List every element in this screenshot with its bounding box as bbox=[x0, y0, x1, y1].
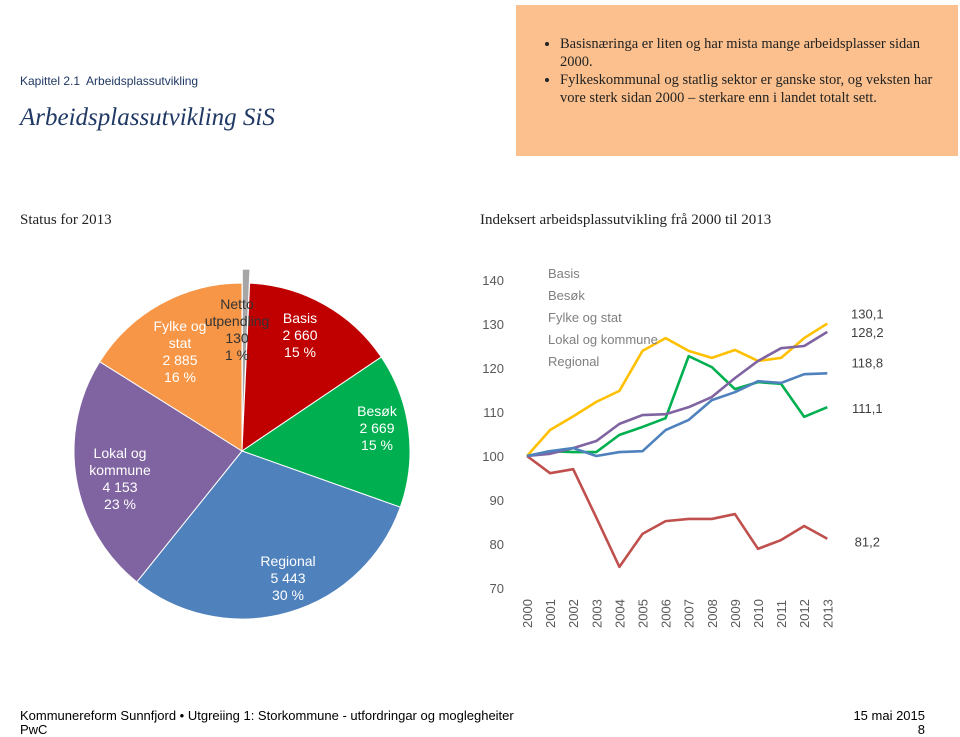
y-tick-label: 130 bbox=[482, 317, 504, 332]
legend-label: Regional bbox=[548, 354, 599, 369]
bullet: Fylkeskommunal og statlig sektor er gans… bbox=[560, 71, 940, 107]
slice-value: 5 443 bbox=[270, 570, 306, 586]
legend-label: Besøk bbox=[548, 288, 585, 303]
x-tick-label: 2007 bbox=[682, 599, 697, 628]
footer-brand: PwC bbox=[20, 722, 48, 737]
slice-name: Fylke og stat bbox=[153, 318, 207, 351]
y-tick-label: 100 bbox=[482, 449, 504, 464]
y-tick-label: 80 bbox=[490, 537, 504, 552]
x-tick-label: 2002 bbox=[566, 599, 581, 628]
pie-slice bbox=[241, 282, 382, 452]
series-line bbox=[526, 454, 828, 569]
line-title: Indeksert arbeidsplassutvikling frå 2000… bbox=[480, 212, 772, 228]
legend-label: Basis bbox=[548, 266, 580, 281]
slice-value: 2 669 bbox=[359, 420, 395, 436]
slice-label: Lokal og kommune 4 153 23 % bbox=[85, 445, 155, 513]
slice-name: Regional bbox=[260, 553, 316, 569]
pie-slice bbox=[99, 282, 243, 452]
pie-title: Status for 2013 bbox=[20, 212, 112, 228]
x-tick-label: 2005 bbox=[636, 599, 651, 628]
slice-name: Basis bbox=[282, 310, 318, 326]
pie-slice bbox=[136, 450, 401, 620]
slice-percent: 16 % bbox=[164, 369, 196, 385]
slice-value: 130 bbox=[225, 330, 249, 346]
bullet-list: Basisnæringa er liten og har mista mange… bbox=[542, 35, 940, 107]
y-tick-label: 70 bbox=[490, 581, 504, 596]
series-line bbox=[526, 371, 828, 458]
x-tick-label: 2006 bbox=[659, 599, 674, 628]
slice-percent: 15 % bbox=[284, 344, 316, 360]
series-line bbox=[526, 330, 828, 458]
x-tick-label: 2012 bbox=[797, 599, 812, 628]
slice-percent: 15 % bbox=[361, 437, 393, 453]
slice-label: Besøk 2 669 15 % bbox=[347, 403, 407, 454]
slide-title: Arbeidsplassutvikling SiS bbox=[20, 104, 275, 131]
data-label: 118,8 bbox=[852, 355, 884, 370]
footer-date: 15 mai 2015 bbox=[853, 708, 925, 723]
bullet: Basisnæringa er liten og har mista mange… bbox=[560, 35, 940, 71]
y-tick-label: 120 bbox=[482, 361, 504, 376]
slice-value: 2 660 bbox=[282, 327, 318, 343]
data-label: 130,1 bbox=[851, 307, 884, 322]
x-tick-label: 2009 bbox=[728, 599, 743, 628]
series-line bbox=[526, 354, 828, 458]
x-tick-label: 2001 bbox=[543, 599, 558, 628]
x-tick-label: 2011 bbox=[774, 600, 789, 628]
x-tick-label: 2010 bbox=[751, 599, 766, 628]
data-label: 111,1 bbox=[852, 401, 883, 416]
x-tick-label: 2013 bbox=[820, 599, 835, 628]
x-tick-label: 2008 bbox=[705, 599, 720, 628]
data-label: 128,2 bbox=[851, 325, 884, 340]
slice-name: Besøk bbox=[357, 403, 397, 419]
x-tick-label: 2004 bbox=[612, 599, 627, 628]
slice-value: 2 885 bbox=[162, 352, 198, 368]
legend-label: Lokal og kommune bbox=[548, 332, 658, 347]
series-line bbox=[526, 322, 828, 457]
slice-percent: 30 % bbox=[272, 587, 304, 603]
summary-box: Basisnæringa er liten og har mista mange… bbox=[516, 5, 958, 156]
slice-label: Netto utpendling 130 1 % bbox=[202, 296, 272, 364]
slice-label: Basis 2 660 15 % bbox=[270, 310, 330, 361]
y-tick-label: 140 bbox=[482, 273, 504, 288]
slice-label: Fylke og stat 2 885 16 % bbox=[149, 318, 211, 386]
slice-percent: 1 % bbox=[224, 347, 250, 363]
legend-label: Fylke og stat bbox=[548, 310, 622, 325]
slice-percent: 23 % bbox=[104, 496, 136, 512]
data-label: 81,2 bbox=[855, 535, 880, 550]
y-tick-label: 110 bbox=[483, 405, 504, 420]
x-tick-label: 2003 bbox=[589, 599, 604, 628]
x-tick-label: 2000 bbox=[520, 599, 535, 628]
pie-slice bbox=[240, 356, 411, 508]
slice-name: Lokal og kommune bbox=[89, 445, 151, 478]
slice-label: Regional 5 443 30 % bbox=[253, 553, 323, 604]
slice-name: Netto utpendling bbox=[204, 296, 270, 329]
pie-slice bbox=[73, 361, 243, 583]
slice-value: 4 153 bbox=[102, 479, 138, 495]
y-tick-label: 90 bbox=[490, 493, 504, 508]
kicker: Kapittel 2.1 Arbeidsplassutvikling bbox=[20, 74, 199, 88]
footer-text: Kommunereform Sunnfjord • Utgreiing 1: S… bbox=[20, 708, 514, 723]
page-number: 8 bbox=[917, 722, 925, 737]
